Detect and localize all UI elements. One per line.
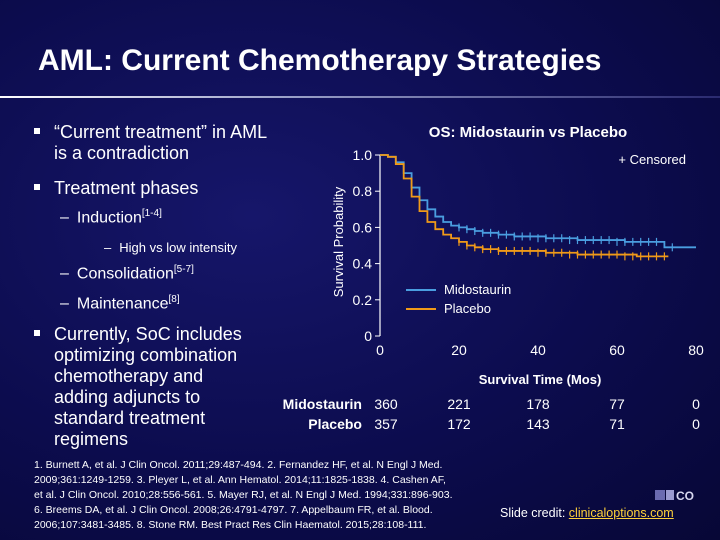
risk-value: 172 xyxy=(447,416,471,432)
x-tick-label: 80 xyxy=(688,342,704,358)
y-tick-label: 1.0 xyxy=(353,147,373,163)
bullet-text: Induction xyxy=(76,209,142,227)
censored-note: + Censored xyxy=(618,152,686,167)
y-tick-label: 0.6 xyxy=(353,219,373,235)
title-divider xyxy=(0,96,720,98)
x-tick-label: 0 xyxy=(376,342,384,358)
reference-superscript: [8] xyxy=(168,294,180,305)
bullet-text: Currently, SoC includes xyxy=(54,324,242,344)
reference-line: 6. Breems DA, et al. J Clin Oncol. 2008;… xyxy=(34,504,433,516)
risk-value: 357 xyxy=(374,416,398,432)
slide-credit: Slide credit: clinicaloptions.com xyxy=(500,506,674,520)
references: 1. Burnett A, et al. J Clin Oncol. 2011;… xyxy=(34,458,514,533)
reference-line: 2006;107:3481-3485. 8. Stone RM. Best Pr… xyxy=(34,519,427,531)
bullet-soc: Currently, SoC includes optimizing combi… xyxy=(34,324,242,450)
bullet-text: Consolidation xyxy=(76,265,174,283)
risk-value: 0 xyxy=(692,416,700,432)
risk-table: Midostaurin 360 221 178 77 0 Placebo 357 172 143 7… xyxy=(283,396,700,432)
reference-line: 1. Burnett A, et al. J Clin Oncol. 2011;… xyxy=(34,459,443,471)
slide-title: AML: Current Chemotherapy Strategies xyxy=(38,44,602,77)
bullet-text: High vs low intensity xyxy=(119,240,238,255)
x-tick-label: 40 xyxy=(530,342,546,358)
curves-group xyxy=(380,154,696,261)
y-tick-label: 0.4 xyxy=(353,256,373,272)
reference-line: et al. J Clin Oncol. 2010;28:556-561. 5.… xyxy=(34,489,453,501)
bullet-text: chemotherapy and xyxy=(54,366,204,386)
risk-value: 77 xyxy=(609,396,625,412)
sub-bullet-induction: – Induction[1-4] xyxy=(60,208,162,227)
logo-text: CO xyxy=(676,489,694,503)
bullet-square-icon xyxy=(34,330,40,337)
bullet-text: is a contradiction xyxy=(54,143,190,163)
bullet-contradiction: “Current treatment” in AML is a contradi… xyxy=(34,122,267,164)
bullet-text: Maintenance xyxy=(76,295,169,313)
legend-label-placebo: Placebo xyxy=(444,301,491,316)
y-tick-label: 0 xyxy=(364,328,372,344)
survival-curve-midostaurin xyxy=(380,154,696,249)
risk-value: 360 xyxy=(374,396,398,412)
y-axis-label: Survival Probability xyxy=(331,186,346,297)
risk-row-label: Midostaurin xyxy=(283,396,362,412)
bullet-treatment-phases: Treatment phases xyxy=(34,178,198,199)
sub-sub-bullet-intensity: – High vs low intensity xyxy=(104,240,238,255)
credit-label: Slide credit: xyxy=(500,506,566,520)
credit-link[interactable]: clinicaloptions.com xyxy=(568,506,674,520)
bullet-text: Treatment phases xyxy=(54,178,199,198)
legend: Midostaurin Placebo xyxy=(406,282,511,316)
risk-value: 221 xyxy=(447,396,471,412)
y-tick-label: 0.2 xyxy=(353,292,373,308)
chart-title: OS: Midostaurin vs Placebo xyxy=(429,124,627,141)
bullet-text: regimens xyxy=(54,429,129,449)
risk-row-label: Placebo xyxy=(308,416,362,432)
sub-bullet-consolidation: – Consolidation[5-7] xyxy=(60,264,194,283)
risk-value: 178 xyxy=(526,396,550,412)
legend-label-midostaurin: Midostaurin xyxy=(444,282,511,297)
axes-group: 0 0.2 0.4 0.6 0.8 1.0 0 20 40 60 80 xyxy=(353,147,704,358)
x-axis-label: Survival Time (Mos) xyxy=(479,372,602,387)
bullet-text: adding adjuncts to xyxy=(54,387,201,407)
bullet-text: “Current treatment” in AML xyxy=(54,122,268,142)
risk-value: 0 xyxy=(692,396,700,412)
risk-value: 71 xyxy=(609,416,625,432)
y-tick-label: 0.8 xyxy=(353,183,373,199)
reference-line: 2009;361:1249-1259. 3. Pleyer L, et al. … xyxy=(34,474,446,486)
sub-bullet-maintenance: – Maintenance[8] xyxy=(60,294,180,313)
bullet-square-icon xyxy=(34,128,40,135)
x-tick-label: 60 xyxy=(609,342,625,358)
bullet-text: optimizing combination xyxy=(54,345,238,365)
reference-superscript: [1-4] xyxy=(141,208,162,219)
bullet-text: standard treatment xyxy=(54,408,206,428)
reference-superscript: [5-7] xyxy=(173,264,194,275)
bullet-square-icon xyxy=(34,184,40,191)
risk-value: 143 xyxy=(526,416,550,432)
co-logo-icon: CO xyxy=(655,489,694,503)
x-tick-label: 20 xyxy=(451,342,467,358)
